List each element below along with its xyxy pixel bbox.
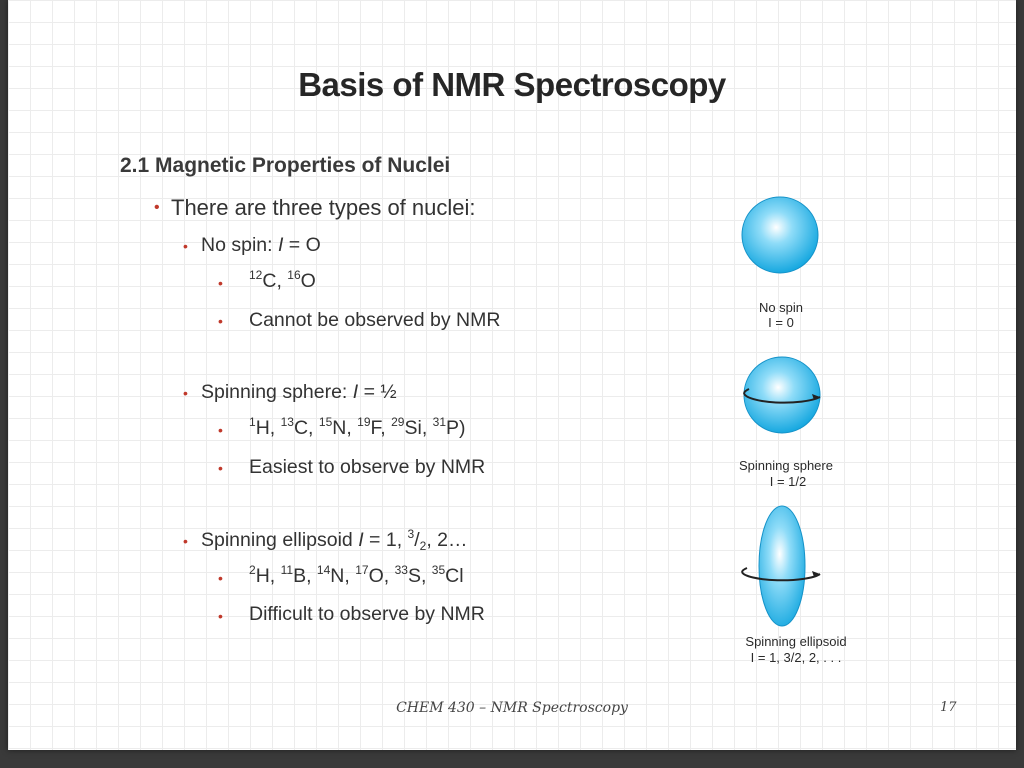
spinning-ellipsoid-label: Spinning ellipsoid (745, 634, 847, 649)
spin-symbol: I (277, 234, 284, 256)
spin-value: = ½ (358, 381, 397, 403)
spin-symbol: I (352, 381, 359, 403)
bullet-icon: • (218, 608, 223, 624)
type-name: Spinning sphere: (201, 381, 353, 403)
spin-value: = O (283, 234, 321, 256)
note-spinning-sphere: Easiest to observe by NMR (249, 456, 486, 478)
bullet-icon: • (218, 422, 223, 438)
type-name: Spinning ellipsoid (201, 529, 359, 551)
bullet-icon: • (183, 238, 188, 254)
spinning-ellipsoid-i-label: I = 1, 3/2, 2, . . . (750, 650, 842, 665)
examples-spinning-sphere: 1H, 13C, 15N, 19F, 29Si, 31P) (249, 415, 466, 439)
bullet-icon: • (218, 570, 223, 586)
examples-no-spin: 12C, 16O (249, 268, 316, 292)
no-spin-i-label: I = 0 (768, 315, 794, 330)
section-heading: 2.1 Magnetic Properties of Nuclei (120, 154, 451, 177)
bullet-icon: • (183, 533, 188, 549)
no-spin-sphere-figure (741, 196, 819, 274)
spinning-sphere-label: Spinning sphere (739, 458, 833, 473)
spinning-ellipsoid-figure (741, 505, 821, 627)
page-number: 17 (940, 700, 957, 715)
no-spin-label: No spin (758, 300, 804, 315)
slide: Basis of NMR Spectroscopy 2.1 Magnetic P… (8, 0, 1016, 750)
nucleus-type-spinning-sphere: Spinning sphere: I = ½ (201, 381, 397, 404)
examples-spinning-ellipsoid: 2H, 11B, 14N, 17O, 33S, 35Cl (249, 563, 464, 587)
intro-text: There are three types of nuclei: (171, 195, 476, 220)
bullet-icon: • (218, 460, 223, 476)
bullet-icon: • (154, 199, 160, 216)
nucleus-type-no-spin: No spin: I = O (201, 234, 321, 257)
slide-title: Basis of NMR Spectroscopy (298, 66, 726, 103)
type-name: No spin: (201, 234, 278, 256)
footer-course-title: CHEM 430 – NMR Spectroscopy (396, 700, 628, 716)
spinning-sphere-figure (743, 356, 821, 434)
note-spinning-ellipsoid: Difficult to observe by NMR (249, 603, 485, 625)
bullet-icon: • (218, 275, 223, 291)
bullet-icon: • (183, 385, 188, 401)
nucleus-type-spinning-ellipsoid: Spinning ellipsoid I = 1, 3/2, 2… (201, 527, 468, 553)
note-no-spin: Cannot be observed by NMR (249, 309, 501, 331)
bullet-icon: • (218, 313, 223, 329)
spinning-sphere-i-label: I = 1/2 (769, 474, 807, 489)
spin-symbol: I (358, 529, 364, 551)
